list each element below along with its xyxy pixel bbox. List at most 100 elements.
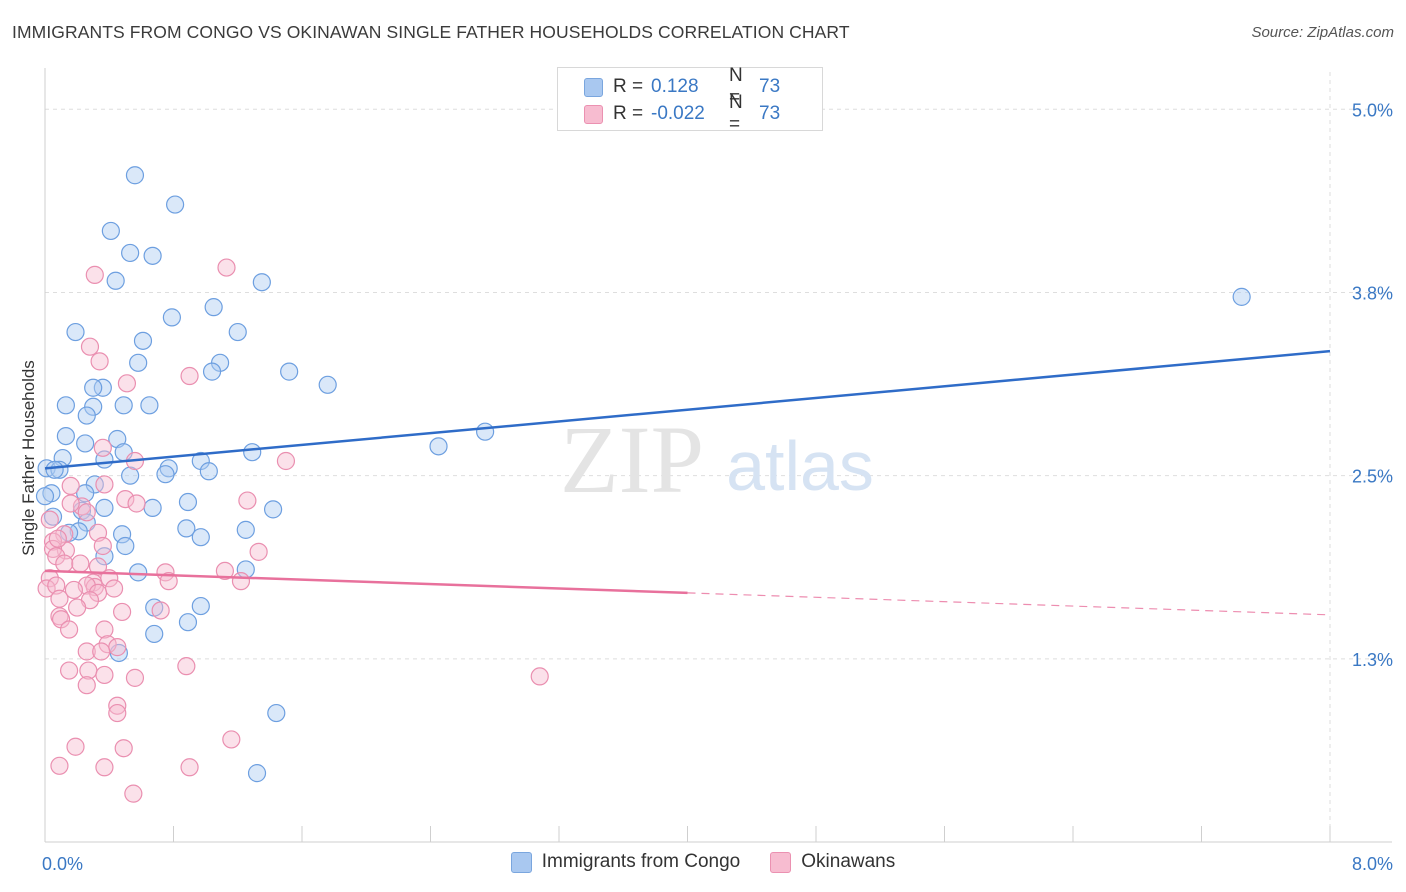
point-congo <box>143 246 162 265</box>
legend-r-value: -0.022 <box>651 103 705 124</box>
point-okinawans <box>40 569 59 588</box>
point-okinawans <box>48 529 67 548</box>
point-okinawans <box>108 638 127 657</box>
point-congo <box>66 322 85 342</box>
trend-lines <box>44 349 1331 616</box>
point-okinawans <box>77 503 96 522</box>
point-congo <box>204 298 223 317</box>
watermark-atlas: atlas <box>726 427 874 505</box>
point-congo <box>93 378 112 397</box>
point-congo <box>143 498 162 517</box>
point-congo <box>178 492 198 512</box>
point-okinawans <box>72 497 92 516</box>
legend-swatch-congo <box>584 77 603 97</box>
point-okinawans <box>66 737 85 756</box>
point-okinawans <box>222 730 241 749</box>
point-congo <box>191 528 210 547</box>
trend-line-okinawans-extension <box>687 592 1331 616</box>
point-okinawans <box>93 536 112 556</box>
point-congo <box>263 500 283 519</box>
point-okinawans <box>61 494 80 513</box>
point-okinawans <box>40 510 59 529</box>
point-okinawans <box>104 579 124 598</box>
grid <box>45 72 1392 842</box>
point-okinawans <box>112 602 132 622</box>
point-okinawans <box>50 756 69 775</box>
point-okinawans <box>71 554 90 573</box>
point-congo <box>191 596 210 616</box>
point-okinawans <box>50 607 69 626</box>
watermark: ZIP atlas <box>560 406 874 513</box>
y-axis-label: Single Father Households <box>19 360 38 556</box>
point-congo <box>129 353 148 372</box>
x-tick-label: 0.0% <box>42 854 83 874</box>
point-congo <box>35 487 55 506</box>
point-congo <box>252 273 271 292</box>
legend-swatch-okinawans <box>770 851 792 873</box>
legend-r-value: 0.128 <box>651 76 699 97</box>
x-tick-label: 8.0% <box>1352 854 1393 874</box>
trend-line-okinawans <box>44 569 688 595</box>
point-okinawans <box>95 475 114 494</box>
legend-row-okinawans: R = -0.022 N = 73 <box>584 92 781 135</box>
point-congo <box>95 498 114 517</box>
point-congo <box>429 437 448 456</box>
legend-n-label: N = <box>729 65 743 108</box>
point-congo <box>69 522 88 541</box>
legend-item-okinawans[interactable]: Okinawans <box>770 851 895 873</box>
legend-swatch-congo <box>510 851 532 873</box>
point-congo <box>145 624 164 644</box>
point-okinawans <box>124 784 143 803</box>
point-okinawans <box>238 491 257 510</box>
chart-title: IMMIGRANTS FROM CONGO VS OKINAWAN SINGLE… <box>12 22 850 42</box>
legend-swatch-okinawans <box>584 104 603 124</box>
point-okinawans <box>180 366 199 386</box>
point-congo <box>140 396 159 415</box>
point-okinawans <box>116 490 135 509</box>
point-congo <box>243 443 262 462</box>
y-tick-label: 3.8% <box>1352 283 1393 303</box>
point-congo <box>43 507 63 526</box>
series-legend: Immigrants from Congo Okinawans <box>0 851 1406 873</box>
point-congo <box>129 563 148 582</box>
point-okinawans <box>151 601 170 620</box>
point-okinawans <box>95 758 114 777</box>
point-okinawans <box>77 642 96 661</box>
point-congo <box>45 460 64 479</box>
point-okinawans <box>95 665 114 685</box>
tick-labels: 1.3% 2.5% 3.8% 5.0% 0.0% 8.0% <box>42 100 1393 874</box>
point-congo <box>84 378 103 397</box>
point-congo <box>77 406 96 425</box>
point-okinawans <box>93 438 112 457</box>
point-congo <box>116 536 135 556</box>
legend-n-value: 73 <box>759 103 781 124</box>
legend-item-congo[interactable]: Immigrants from Congo <box>510 851 741 873</box>
point-congo <box>56 426 75 446</box>
source-label: Source: ZipAtlas.com <box>1251 24 1394 41</box>
point-congo <box>177 519 196 538</box>
point-congo <box>476 422 495 441</box>
legend-row-congo: R = 0.128 N = 73 <box>584 65 780 108</box>
legend-r-label: R = <box>613 103 644 124</box>
point-okinawans <box>231 572 251 591</box>
trend-line-congo <box>44 349 1331 470</box>
point-okinawans <box>276 451 296 471</box>
point-okinawans <box>50 589 69 608</box>
point-okinawans <box>125 668 145 687</box>
point-congo <box>166 195 185 214</box>
legend-label-congo: Immigrants from Congo <box>541 851 741 872</box>
point-congo <box>162 308 181 327</box>
point-okinawans <box>77 676 96 695</box>
point-okinawans <box>159 572 178 591</box>
point-congo <box>121 243 140 263</box>
point-congo <box>199 462 218 481</box>
point-congo <box>228 322 247 342</box>
point-congo <box>133 331 153 350</box>
point-congo <box>159 459 178 478</box>
point-congo <box>178 613 198 632</box>
point-congo <box>267 703 286 723</box>
point-congo <box>156 465 175 484</box>
point-okinawans <box>177 657 196 676</box>
point-congo <box>56 396 75 415</box>
